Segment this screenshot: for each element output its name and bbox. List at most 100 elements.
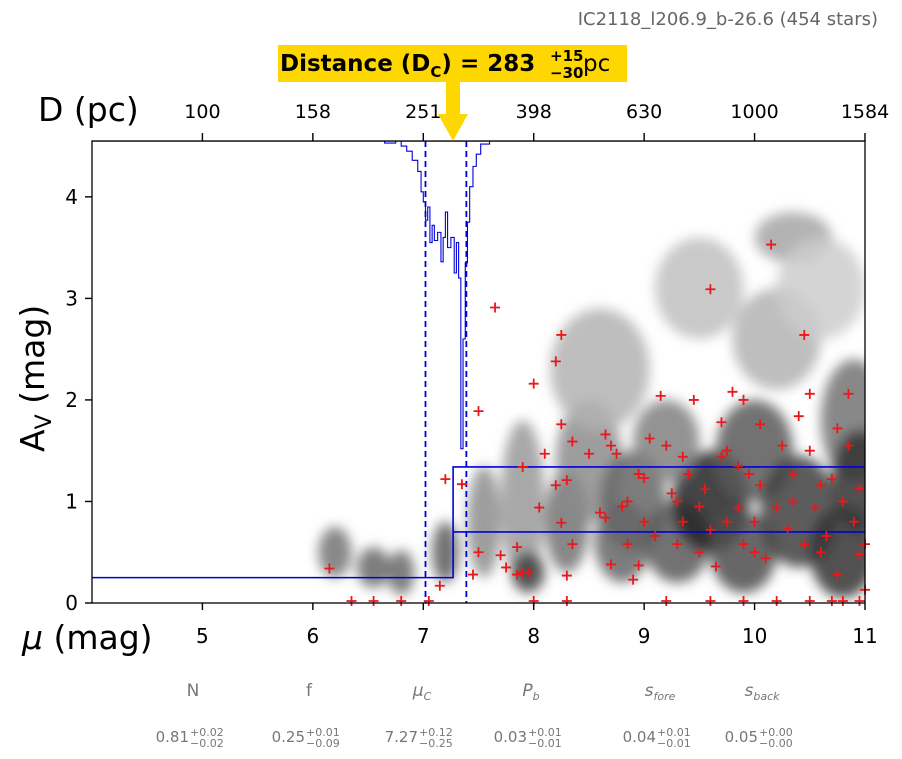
param-value: 0.81	[156, 728, 189, 746]
star-marker	[672, 539, 683, 550]
density-blob	[467, 465, 501, 578]
param-upper: +0.00	[759, 726, 793, 739]
param-name-main: s	[744, 681, 753, 701]
star-marker	[655, 390, 666, 401]
star-marker	[368, 595, 379, 606]
star-marker	[517, 461, 528, 472]
star-marker	[738, 539, 749, 550]
star-marker	[600, 512, 611, 523]
param-lower: −0.01	[657, 737, 691, 750]
star-marker	[749, 547, 760, 558]
star-marker	[611, 448, 622, 459]
star-marker	[512, 569, 523, 580]
star-marker	[561, 595, 572, 606]
star-marker	[677, 516, 688, 527]
banner-unit: pc	[583, 51, 610, 77]
param-name-main: N	[187, 681, 200, 701]
param-value: 0.05	[725, 728, 758, 746]
plot-frame	[91, 140, 866, 604]
x-axis: 5 6 7 8 9 10 11	[196, 603, 878, 648]
star-marker	[644, 433, 655, 444]
distance-banner	[278, 45, 627, 82]
param-name-main: P	[522, 681, 533, 701]
star-marker	[490, 302, 501, 313]
star-marker	[804, 595, 815, 606]
star-marker	[782, 523, 793, 534]
star-markers	[324, 239, 870, 606]
star-marker	[556, 329, 567, 340]
star-marker	[456, 479, 467, 490]
star-marker	[749, 516, 760, 527]
param-name-main: f	[306, 681, 313, 701]
star-marker	[821, 530, 832, 541]
star-marker	[694, 501, 705, 512]
foreground-background-step	[92, 466, 865, 579]
star-marker	[423, 595, 434, 606]
star-marker	[843, 388, 854, 399]
x-tick-label: 9	[638, 624, 651, 648]
star-marker	[606, 440, 617, 451]
param-lower: −0.25	[419, 737, 453, 750]
y-axis-title: AV (mag)	[13, 305, 57, 452]
banner-upper: +15	[550, 47, 583, 65]
distance-arrow	[438, 82, 468, 141]
probability-step-curve	[357, 141, 529, 450]
param-upper: +0.02	[190, 726, 224, 739]
star-marker	[804, 445, 815, 456]
star-marker	[561, 570, 572, 581]
banner-label-sub: C	[430, 63, 441, 81]
star-marker	[617, 501, 628, 512]
param-name: Pb	[522, 681, 539, 703]
star-marker	[661, 440, 672, 451]
y-tick-label: 2	[65, 388, 78, 412]
star-marker	[710, 561, 721, 572]
star-marker	[716, 451, 727, 462]
star-marker	[346, 595, 357, 606]
star-marker	[705, 524, 716, 535]
star-marker	[826, 474, 837, 485]
star-marker	[324, 563, 335, 574]
star-marker	[639, 516, 650, 527]
star-marker	[396, 595, 407, 606]
top-distance-axis: 100 158 251 398 630 1000 1584	[184, 101, 889, 141]
param-upper: +0.01	[528, 726, 562, 739]
x-tick-label: 11	[852, 624, 877, 648]
param-name: N	[187, 681, 200, 701]
param-name-sub: C	[424, 690, 432, 703]
star-marker	[556, 419, 567, 430]
chart-subtitle: IC2118_l206.9_b-26.6 (454 stars)	[578, 9, 878, 30]
density-blob	[550, 308, 650, 431]
star-marker	[771, 502, 782, 513]
star-marker	[440, 474, 451, 485]
star-marker	[799, 329, 810, 340]
star-marker	[804, 388, 815, 399]
param-name-sub: b	[533, 690, 540, 703]
param-lower: −0.02	[190, 737, 224, 750]
density-blob	[776, 237, 865, 339]
star-marker	[799, 539, 810, 550]
star-marker	[760, 553, 771, 564]
param-name: μC	[412, 681, 432, 703]
star-marker	[550, 480, 561, 491]
star-marker	[661, 595, 672, 606]
star-marker	[672, 496, 683, 507]
star-marker	[721, 516, 732, 527]
density-blob	[655, 237, 744, 339]
param-value: 0.04	[623, 728, 656, 746]
x-tick-label: 6	[306, 624, 319, 648]
star-marker	[771, 595, 782, 606]
param-name-sub: back	[753, 690, 780, 703]
banner-label-close: )	[441, 51, 452, 77]
density-blob	[387, 550, 415, 595]
param-name-main: s	[645, 681, 654, 701]
star-marker	[727, 386, 738, 397]
top-axis-title: D (pc)	[38, 90, 139, 129]
star-marker	[534, 502, 545, 513]
x-tick-label: 10	[742, 624, 767, 648]
star-marker	[738, 394, 749, 405]
star-marker	[744, 469, 755, 480]
star-marker	[854, 483, 865, 494]
star-marker	[832, 569, 843, 580]
star-marker	[832, 423, 843, 434]
